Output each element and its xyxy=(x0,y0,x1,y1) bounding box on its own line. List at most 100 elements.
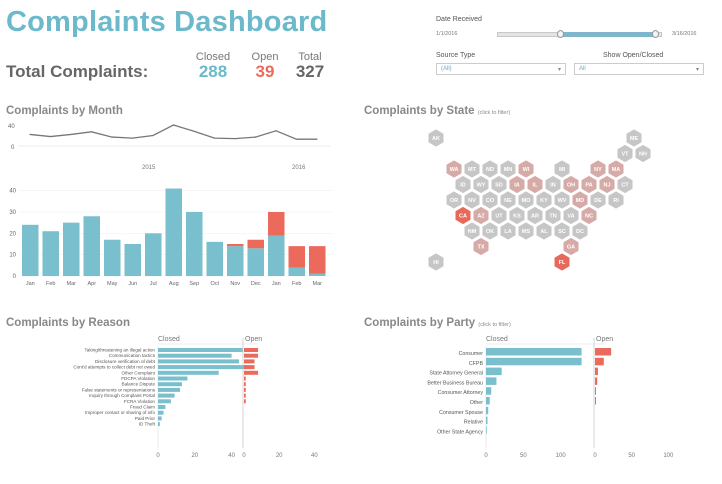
state-hex-ms[interactable] xyxy=(517,221,535,241)
closed-bar[interactable] xyxy=(158,393,175,398)
closed-bar[interactable] xyxy=(309,273,326,276)
open-bar[interactable] xyxy=(244,370,259,375)
open-closed-dropdown[interactable]: All ▾ xyxy=(574,63,704,75)
closed-bar[interactable] xyxy=(486,377,497,385)
state-hex-ar[interactable] xyxy=(526,205,544,226)
state-hex-ia[interactable] xyxy=(508,174,526,195)
state-hex-de[interactable] xyxy=(589,190,607,210)
state-hex-nj[interactable] xyxy=(598,174,616,195)
open-bar[interactable] xyxy=(595,397,596,405)
party-bar-chart[interactable]: Closed Open Consumer CFPB State Attorney Gen… xyxy=(360,330,722,470)
state-hex-id[interactable] xyxy=(454,174,472,195)
state-hex-ok[interactable] xyxy=(481,221,499,241)
closed-bar[interactable] xyxy=(486,426,487,434)
state-hex-ma[interactable] xyxy=(607,159,625,179)
state-hex-tn[interactable] xyxy=(544,205,562,226)
closed-bar[interactable] xyxy=(227,246,244,276)
closed-bar[interactable] xyxy=(486,397,490,405)
state-hex-ak[interactable] xyxy=(427,128,445,148)
closed-bar[interactable] xyxy=(158,370,219,375)
state-hex-il[interactable] xyxy=(526,174,544,195)
state-hex-va[interactable] xyxy=(562,205,580,226)
state-hex-ca[interactable] xyxy=(454,205,472,226)
state-hex-sc[interactable] xyxy=(553,221,571,241)
open-bar[interactable] xyxy=(244,359,255,364)
closed-bar[interactable] xyxy=(145,233,162,276)
state-hex-ks[interactable] xyxy=(508,205,526,226)
source-type-dropdown[interactable]: (All) ▾ xyxy=(436,63,566,75)
state-hex-fl[interactable] xyxy=(553,252,571,272)
state-hex-ut[interactable] xyxy=(490,205,508,226)
closed-bar[interactable] xyxy=(486,406,489,415)
state-hex-ga[interactable] xyxy=(562,236,580,257)
state-hex-mi[interactable] xyxy=(553,159,571,179)
closed-bar[interactable] xyxy=(158,359,239,364)
closed-bar[interactable] xyxy=(158,405,166,409)
state-hex-nd[interactable] xyxy=(481,159,499,179)
closed-bar[interactable] xyxy=(42,231,60,276)
closed-bar[interactable] xyxy=(124,244,142,276)
closed-bar[interactable] xyxy=(288,267,306,276)
state-hex-me[interactable] xyxy=(625,128,643,148)
open-bar[interactable] xyxy=(227,244,244,247)
closed-bar[interactable] xyxy=(158,365,247,370)
state-hex-nm[interactable] xyxy=(463,221,481,241)
state-hex-wv[interactable] xyxy=(553,190,571,210)
closed-bar[interactable] xyxy=(268,235,285,276)
slider-start-handle[interactable] xyxy=(556,30,564,38)
state-hex-vt[interactable] xyxy=(616,143,634,164)
state-hex-co[interactable] xyxy=(481,190,499,210)
closed-bar[interactable] xyxy=(206,241,224,276)
state-hex-md[interactable] xyxy=(571,190,589,210)
open-bar[interactable] xyxy=(309,246,326,274)
closed-bar[interactable] xyxy=(486,416,488,425)
state-hex-or[interactable] xyxy=(445,190,463,210)
closed-bar[interactable] xyxy=(63,222,80,276)
open-bar[interactable] xyxy=(244,365,255,370)
state-hex-ne[interactable] xyxy=(499,190,517,210)
open-bar[interactable] xyxy=(244,399,246,404)
closed-bar[interactable] xyxy=(158,353,232,358)
open-bar[interactable] xyxy=(595,377,598,385)
open-bar[interactable] xyxy=(244,348,259,352)
closed-bar[interactable] xyxy=(486,387,492,395)
reason-bar-chart[interactable]: Closed Open Taking/threatening an illegal … xyxy=(0,330,340,470)
state-hex-dc[interactable] xyxy=(571,221,589,241)
open-bar[interactable] xyxy=(595,348,612,356)
open-bar[interactable] xyxy=(244,393,246,398)
open-bar[interactable] xyxy=(595,357,604,366)
open-bar[interactable] xyxy=(288,246,306,268)
closed-bar[interactable] xyxy=(165,188,183,276)
state-hex-tx[interactable] xyxy=(472,236,490,257)
date-range-slider[interactable] xyxy=(497,30,662,38)
open-bar[interactable] xyxy=(244,353,259,358)
open-bar[interactable] xyxy=(595,387,596,395)
closed-bar[interactable] xyxy=(158,387,181,392)
state-hex-az[interactable] xyxy=(472,205,490,226)
state-hex-mn[interactable] xyxy=(499,159,517,179)
closed-bar[interactable] xyxy=(158,348,243,352)
closed-bar[interactable] xyxy=(158,399,171,404)
state-hex-map[interactable]: AK ME VT NH WA MT ND MN WI MI NY MA ID WY SD IA IL IN OH PA… xyxy=(360,118,722,288)
state-hex-wi[interactable] xyxy=(517,159,535,179)
slider-end-handle[interactable] xyxy=(652,30,660,38)
closed-bar[interactable] xyxy=(486,348,582,356)
closed-bar[interactable] xyxy=(158,410,164,415)
state-hex-nh[interactable] xyxy=(634,143,652,164)
state-hex-oh[interactable] xyxy=(562,174,580,195)
state-hex-in[interactable] xyxy=(544,174,562,195)
open-bar[interactable] xyxy=(244,387,246,392)
state-hex-pa[interactable] xyxy=(580,174,598,195)
closed-bar[interactable] xyxy=(83,216,101,276)
state-hex-ky[interactable] xyxy=(535,190,553,210)
open-bar[interactable] xyxy=(244,376,246,381)
closed-bar[interactable] xyxy=(158,382,182,387)
state-hex-nc[interactable] xyxy=(580,205,598,226)
closed-bar[interactable] xyxy=(247,248,265,276)
closed-bar[interactable] xyxy=(104,239,121,276)
closed-bar[interactable] xyxy=(158,422,160,427)
closed-bar[interactable] xyxy=(186,212,203,276)
state-hex-nv[interactable] xyxy=(463,190,481,210)
open-bar[interactable] xyxy=(268,212,285,236)
state-hex-hi[interactable] xyxy=(427,252,445,272)
